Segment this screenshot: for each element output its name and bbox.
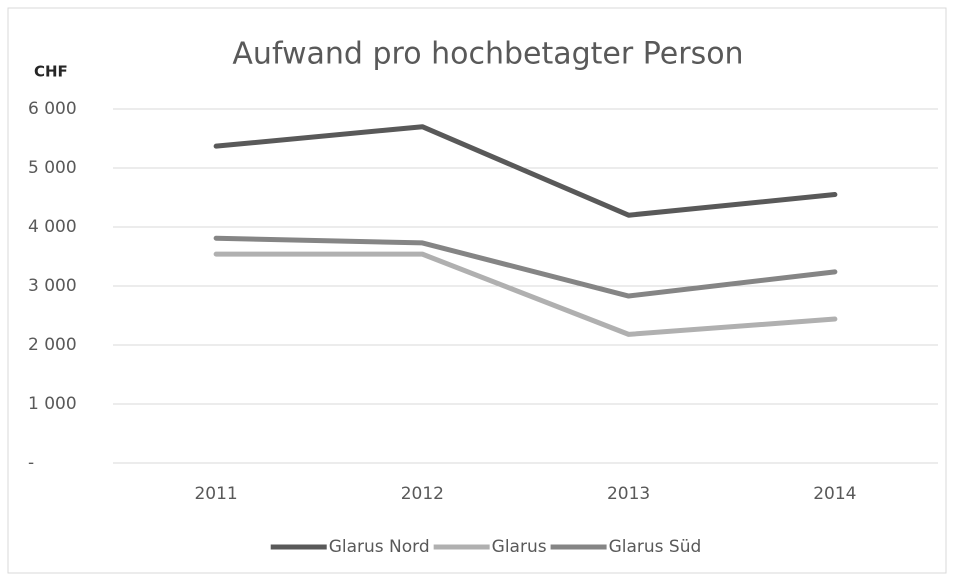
series-line (213, 251, 838, 337)
series-line (213, 124, 838, 218)
chart-title: Aufwand pro hochbetagter Person (232, 37, 743, 72)
x-tick-label: 2013 (607, 484, 650, 504)
legend-label: Glarus Nord (329, 537, 430, 557)
y-tick-label: 1 000 (28, 394, 77, 414)
legend-label: Glarus Süd (609, 537, 702, 557)
legend-label: Glarus (492, 537, 547, 557)
x-tick-label: 2011 (194, 484, 237, 504)
y-tick-label: 6 000 (28, 99, 77, 119)
y-tick-label: 4 000 (28, 217, 77, 237)
y-tick-label: - (28, 453, 34, 473)
x-tick-label: 2014 (813, 484, 856, 504)
y-tick-label: 5 000 (28, 158, 77, 178)
x-tick-label: 2012 (401, 484, 444, 504)
y-tick-label: 3 000 (28, 276, 77, 296)
y-tick-label: 2 000 (28, 335, 77, 355)
series-line (213, 235, 838, 299)
y-axis-label: CHF (34, 63, 68, 81)
chart-border (7, 7, 947, 574)
